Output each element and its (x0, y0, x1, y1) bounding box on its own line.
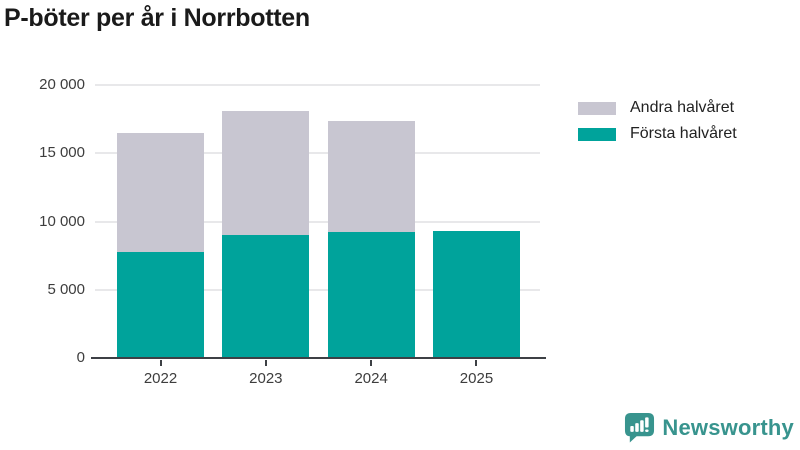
gridline-15000 (95, 152, 540, 155)
legend-item: Andra halvåret (578, 95, 737, 121)
bar-2024-andra-halvaret (327, 120, 415, 233)
gridline-5000 (95, 288, 540, 291)
gridline-10000 (95, 220, 540, 223)
x-axis-tick (264, 360, 267, 366)
y-axis-tick-label: 10 000 (39, 212, 85, 230)
y-axis-tick-label: 5 000 (47, 280, 85, 298)
y-axis-tick-label: 0 (76, 349, 85, 366)
chart-title: P-böter per år i Norrbotten (4, 4, 310, 32)
bar-2024 (327, 85, 415, 358)
y-axis-tick-label: 15 000 (39, 144, 85, 162)
bar-2023 (222, 85, 310, 358)
newsworthy-bar-chart-bubble-icon (624, 412, 655, 443)
x-axis-tick (370, 360, 373, 366)
x-axis-tick-label: 2024 (354, 370, 388, 387)
newsworthy-logo-text: Newsworthy (662, 414, 794, 440)
bar-2022-forsta-halvaret (117, 251, 204, 358)
x-axis-line (91, 356, 546, 359)
bar-2022-andra-halvaret (117, 132, 204, 252)
gridline-20000 (95, 84, 540, 86)
legend-label: Andra halvåret (630, 99, 735, 116)
bar-2025 (432, 85, 520, 358)
chart-legend: Andra halvåret Första halvåret (578, 95, 737, 147)
bar-2022 (117, 85, 204, 358)
bar-2025-forsta-halvaret (432, 231, 520, 358)
legend-swatch (578, 127, 616, 141)
bar-2023-forsta-halvaret (222, 235, 310, 358)
bar-2024-forsta-halvaret (327, 232, 415, 358)
x-axis-tick (159, 360, 162, 366)
plot-area: 2022 2023 2024 2025 (91, 84, 546, 387)
newsworthy-logo: Newsworthy (624, 412, 794, 443)
y-axis-tick-label: 20 000 (39, 76, 85, 93)
x-axis-tick (475, 360, 478, 366)
x-axis-tick-label: 2023 (249, 370, 283, 387)
legend-swatch (578, 101, 616, 115)
legend-item: Första halvåret (578, 121, 737, 147)
x-axis-tick-label: 2025 (459, 370, 494, 387)
legend-label: Första halvåret (630, 125, 737, 142)
bar-2023-andra-halvaret (222, 110, 310, 236)
x-axis-tick-label: 2022 (143, 370, 178, 387)
